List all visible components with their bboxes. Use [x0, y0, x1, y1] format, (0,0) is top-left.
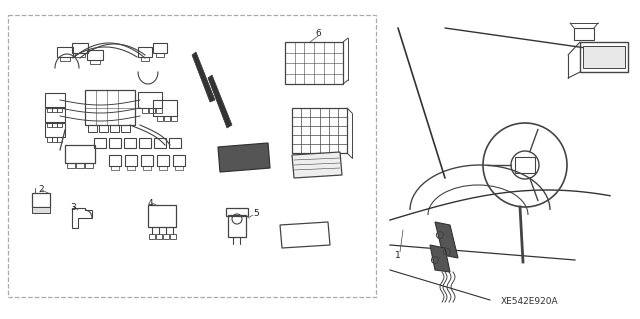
Bar — [94, 138, 106, 148]
Bar — [85, 90, 135, 125]
Bar — [57, 137, 62, 142]
Text: 6: 6 — [315, 28, 321, 38]
Bar — [45, 93, 65, 107]
Bar — [159, 166, 167, 170]
Text: 4: 4 — [148, 198, 154, 207]
Bar — [52, 122, 57, 127]
Bar — [57, 107, 62, 112]
Polygon shape — [208, 75, 232, 128]
Polygon shape — [292, 152, 342, 178]
Polygon shape — [435, 222, 458, 258]
Polygon shape — [192, 52, 215, 102]
Bar — [173, 155, 185, 166]
Text: 3: 3 — [70, 203, 76, 211]
Text: XE542E920A: XE542E920A — [501, 298, 559, 307]
Bar — [32, 207, 50, 213]
Bar — [99, 125, 108, 132]
Bar — [156, 53, 164, 57]
Bar — [138, 47, 152, 57]
Bar — [110, 125, 119, 132]
Bar — [169, 138, 181, 148]
Text: 2: 2 — [38, 186, 44, 195]
Bar — [109, 138, 121, 148]
Bar — [57, 47, 73, 57]
Bar — [124, 138, 136, 148]
Bar — [156, 108, 162, 113]
Bar — [153, 43, 167, 53]
Text: 5: 5 — [253, 209, 259, 218]
Bar — [285, 42, 343, 84]
Bar — [57, 122, 62, 127]
Bar — [127, 166, 135, 170]
Bar — [121, 125, 130, 132]
Bar — [141, 155, 153, 166]
Bar — [47, 107, 52, 112]
Bar — [125, 155, 137, 166]
Bar — [153, 100, 177, 116]
Bar — [228, 215, 246, 237]
Bar — [156, 234, 162, 239]
Bar — [32, 193, 50, 207]
Bar — [143, 166, 151, 170]
Bar — [60, 57, 70, 61]
Bar — [583, 46, 625, 68]
Bar — [163, 234, 169, 239]
Bar — [72, 43, 88, 53]
Bar — [149, 108, 155, 113]
Bar — [111, 166, 119, 170]
Bar — [47, 137, 52, 142]
Bar — [90, 60, 100, 64]
Polygon shape — [218, 143, 270, 172]
Polygon shape — [430, 245, 450, 272]
Bar — [154, 138, 166, 148]
Bar — [164, 116, 170, 121]
Bar — [171, 116, 177, 121]
Bar — [52, 107, 57, 112]
Bar — [170, 234, 176, 239]
Bar — [226, 208, 248, 216]
Bar — [67, 163, 75, 168]
Bar — [141, 57, 149, 61]
Bar — [139, 138, 151, 148]
Bar — [8, 15, 376, 297]
Bar — [580, 42, 628, 72]
Bar — [175, 166, 183, 170]
Bar — [45, 123, 65, 137]
Bar — [76, 163, 84, 168]
Text: 1: 1 — [395, 250, 401, 259]
Bar — [75, 53, 85, 57]
Bar — [148, 205, 176, 227]
Bar — [45, 108, 65, 122]
Bar — [142, 108, 148, 113]
Bar — [85, 163, 93, 168]
Bar — [574, 28, 594, 40]
Bar — [109, 155, 121, 166]
Bar — [138, 92, 162, 108]
Bar — [292, 108, 347, 153]
Bar — [157, 116, 163, 121]
Bar — [149, 234, 155, 239]
Bar — [65, 145, 95, 163]
Bar — [52, 137, 57, 142]
Bar — [87, 50, 103, 60]
Bar — [157, 155, 169, 166]
Bar — [88, 125, 97, 132]
Bar — [515, 157, 535, 173]
Bar — [47, 122, 52, 127]
